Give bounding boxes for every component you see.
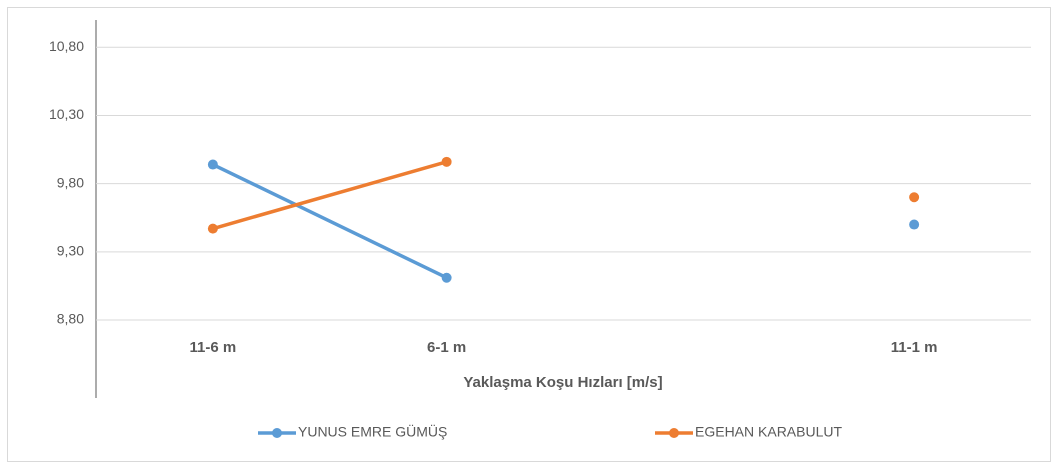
y-tick-label: 8,80	[57, 311, 84, 327]
y-tick-label: 10,80	[49, 38, 84, 54]
chart-border	[7, 7, 1051, 462]
y-tick-label: 10,30	[49, 106, 84, 122]
x-axis-label: Yaklaşma Koşu Hızları [m/s]	[463, 374, 662, 391]
legend-marker	[272, 428, 282, 438]
x-tick-label: 11-6 m	[190, 339, 237, 356]
y-tick-label: 9,80	[57, 174, 84, 190]
x-tick-label: 11-1 m	[891, 339, 938, 356]
point-marker	[207, 159, 218, 170]
series-line	[211, 160, 449, 231]
legend-label: EGEHAN KARABULUT	[695, 424, 842, 440]
legend-marker	[669, 428, 679, 438]
series-line	[211, 162, 449, 280]
point-marker	[441, 272, 452, 283]
point-marker	[909, 219, 920, 230]
point-marker	[207, 223, 218, 234]
legend-label: YUNUS EMRE GÜMÜŞ	[298, 423, 447, 440]
y-tick-label: 9,30	[57, 243, 84, 259]
point-marker	[441, 156, 452, 167]
point-marker	[909, 192, 920, 203]
x-tick-label: 6-1 m	[427, 339, 466, 356]
